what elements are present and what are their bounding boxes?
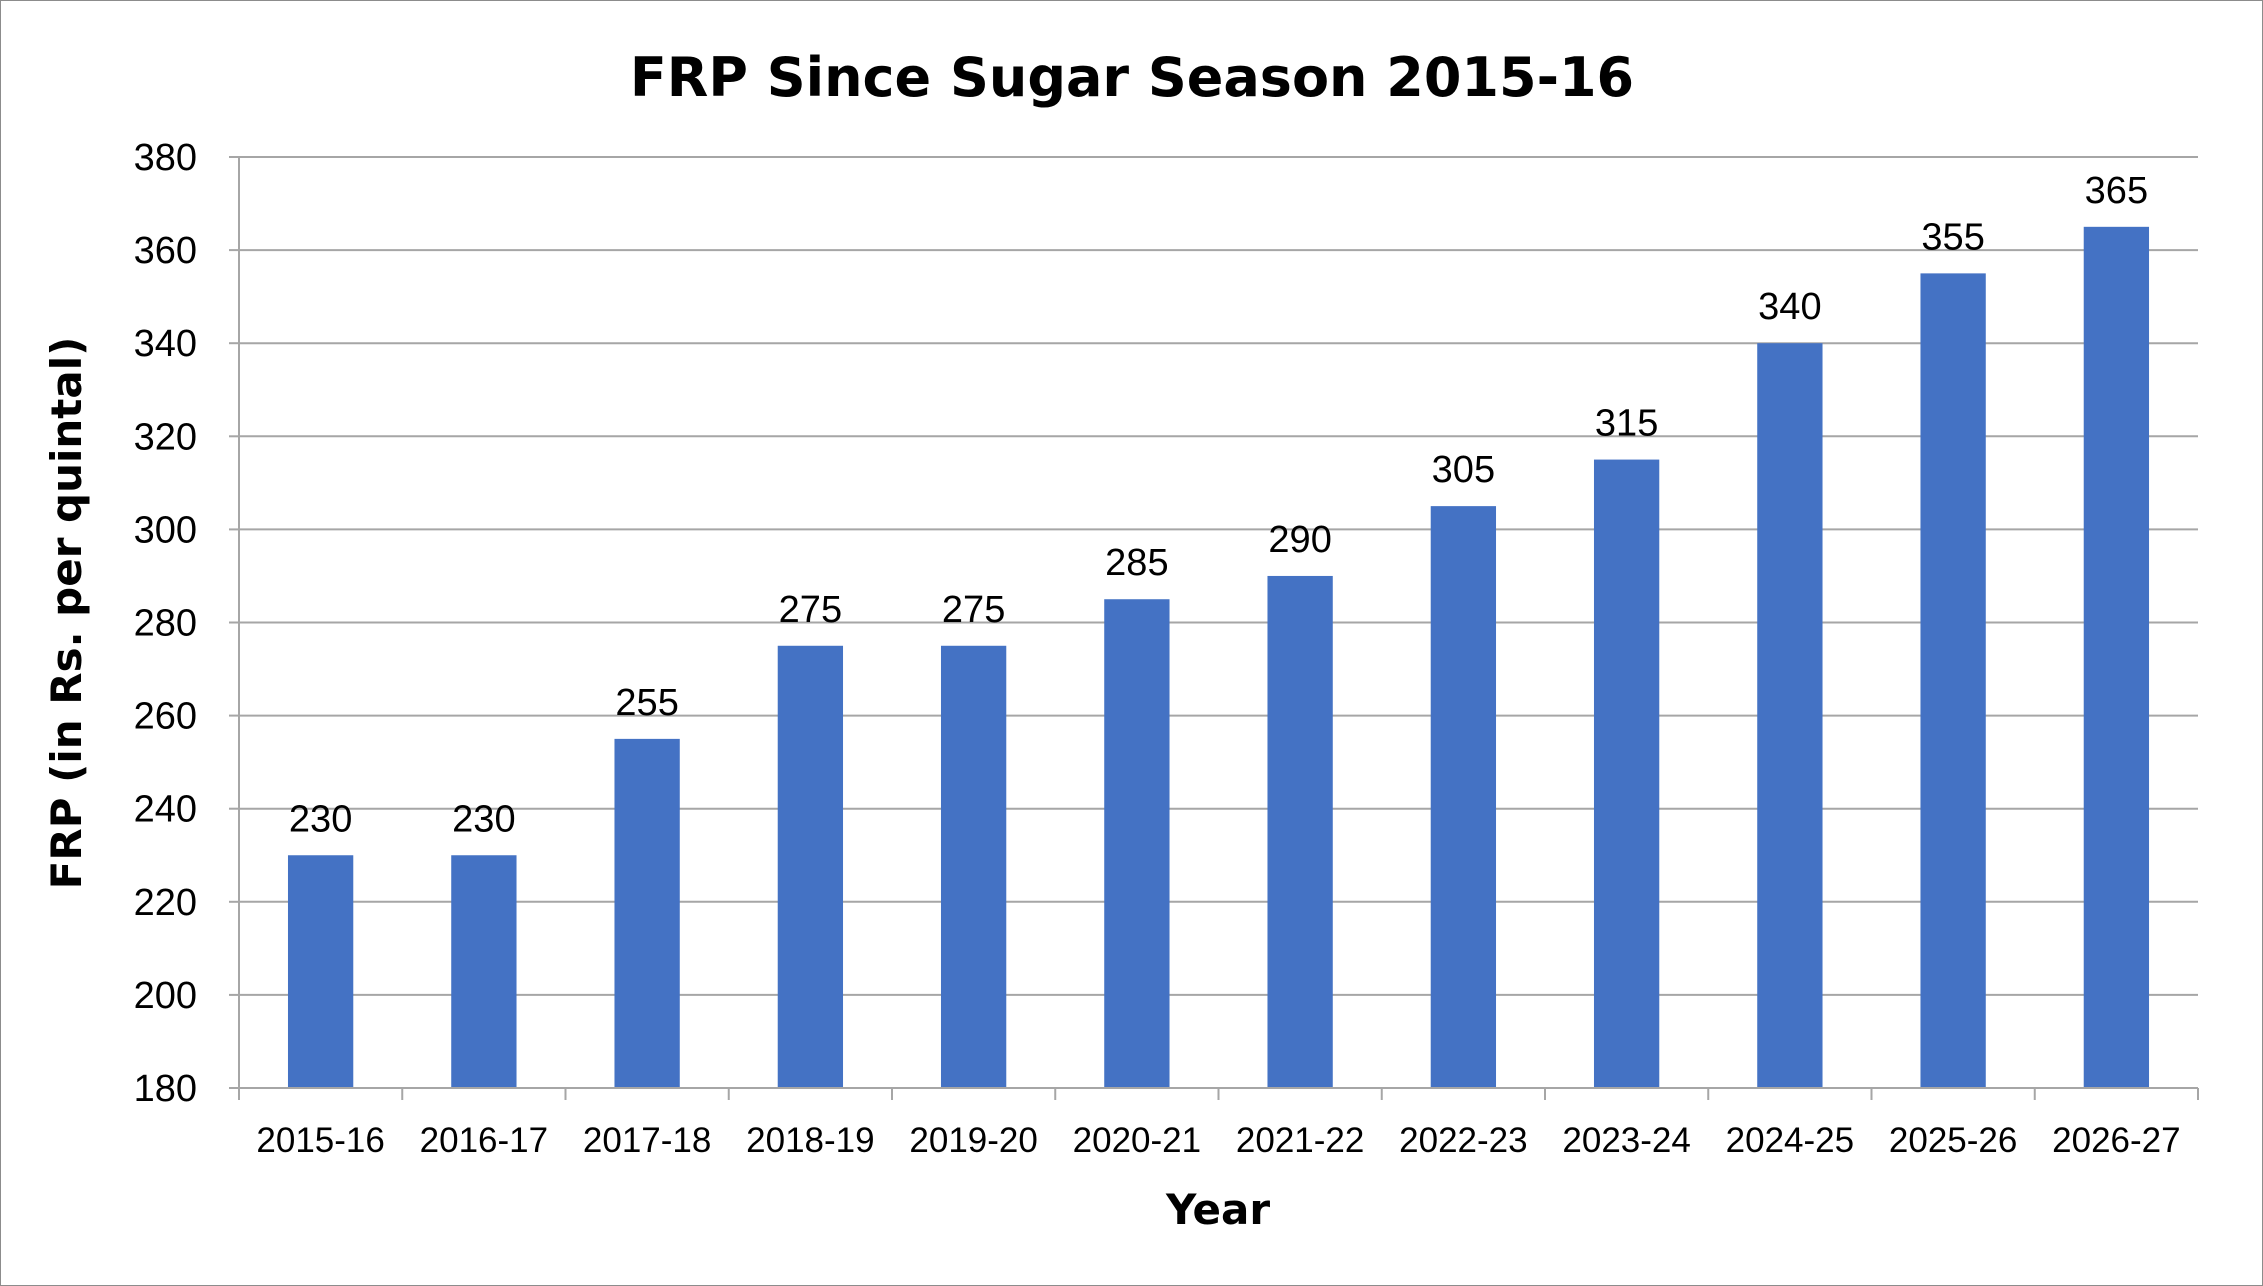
data-label-2024-25: 340 — [1758, 286, 1821, 328]
y-tick-label: 380 — [134, 137, 197, 179]
x-tick-label: 2019-20 — [909, 1121, 1037, 1160]
y-tick-label: 300 — [134, 509, 197, 551]
x-tick-label: 2016-17 — [420, 1121, 548, 1160]
data-label-2021-22: 290 — [1268, 519, 1331, 561]
data-label-2018-19: 275 — [779, 589, 842, 631]
data-label-2016-17: 230 — [452, 798, 515, 840]
x-tick-label: 2017-18 — [583, 1121, 711, 1160]
bar-2019-20 — [940, 645, 1007, 1088]
y-tick-label: 220 — [134, 882, 197, 924]
x-tick-label: 2021-22 — [1236, 1121, 1364, 1160]
bar-2026-27 — [2083, 226, 2150, 1088]
bar-2018-19 — [777, 645, 844, 1088]
y-tick-label: 240 — [134, 789, 197, 831]
data-label-2017-18: 255 — [615, 682, 678, 724]
x-tick-label: 2020-21 — [1073, 1121, 1201, 1160]
data-label-2015-16: 230 — [289, 798, 352, 840]
y-tick-label: 180 — [134, 1068, 197, 1110]
y-tick-label: 340 — [134, 323, 197, 365]
bar-2024-25 — [1757, 343, 1823, 1088]
data-label-2023-24: 315 — [1595, 403, 1658, 445]
bars — [287, 226, 2150, 1088]
x-tick-label: 2025-26 — [1889, 1121, 2017, 1160]
bar-2023-24 — [1593, 459, 1660, 1088]
x-tick-label: 2024-25 — [1726, 1121, 1854, 1160]
data-label-2025-26: 355 — [1921, 216, 1984, 258]
y-tick-label: 320 — [134, 416, 197, 458]
data-label-2019-20: 275 — [942, 589, 1005, 631]
y-tick-label: 360 — [134, 230, 197, 272]
data-label-2026-27: 365 — [2085, 170, 2148, 212]
bar-2015-16 — [287, 855, 354, 1088]
data-label-2020-21: 285 — [1105, 542, 1168, 584]
bar-2016-17 — [451, 855, 517, 1088]
x-axis: 2015-16 2016-17 2017-18 2018-19 2019-20 2020-… — [238, 157, 2199, 1160]
x-tick-label: 2015-16 — [256, 1121, 384, 1160]
bar-2025-26 — [1920, 273, 1986, 1088]
y-axis-ticks: 180 200 220 240 260 280 300 320 340 360 380 — [134, 137, 239, 1110]
gridlines — [239, 156, 2198, 996]
y-axis-title: FRP (in Rs. per quintal) — [42, 337, 91, 890]
x-tick-label: 2022-23 — [1399, 1121, 1527, 1160]
bar-2021-22 — [1267, 575, 1333, 1088]
y-tick-label: 280 — [134, 603, 197, 645]
chart-title: FRP Since Sugar Season 2015-16 — [630, 46, 1634, 109]
bar-2017-18 — [614, 738, 680, 1088]
x-tick-label: 2023-24 — [1562, 1121, 1690, 1160]
data-labels: 230 230 255 275 275 285 290 305 315 340 355 365 — [289, 170, 2148, 840]
y-tick-label: 260 — [134, 696, 197, 738]
bar-2020-21 — [1104, 599, 1170, 1088]
x-axis-title: Year — [1165, 1185, 1270, 1234]
x-tick-label: 2018-19 — [746, 1121, 874, 1160]
x-tick-label: 2026-27 — [2052, 1121, 2180, 1160]
bar-2022-23 — [1430, 506, 1497, 1088]
y-tick-label: 200 — [134, 975, 197, 1017]
data-label-2022-23: 305 — [1432, 449, 1495, 491]
